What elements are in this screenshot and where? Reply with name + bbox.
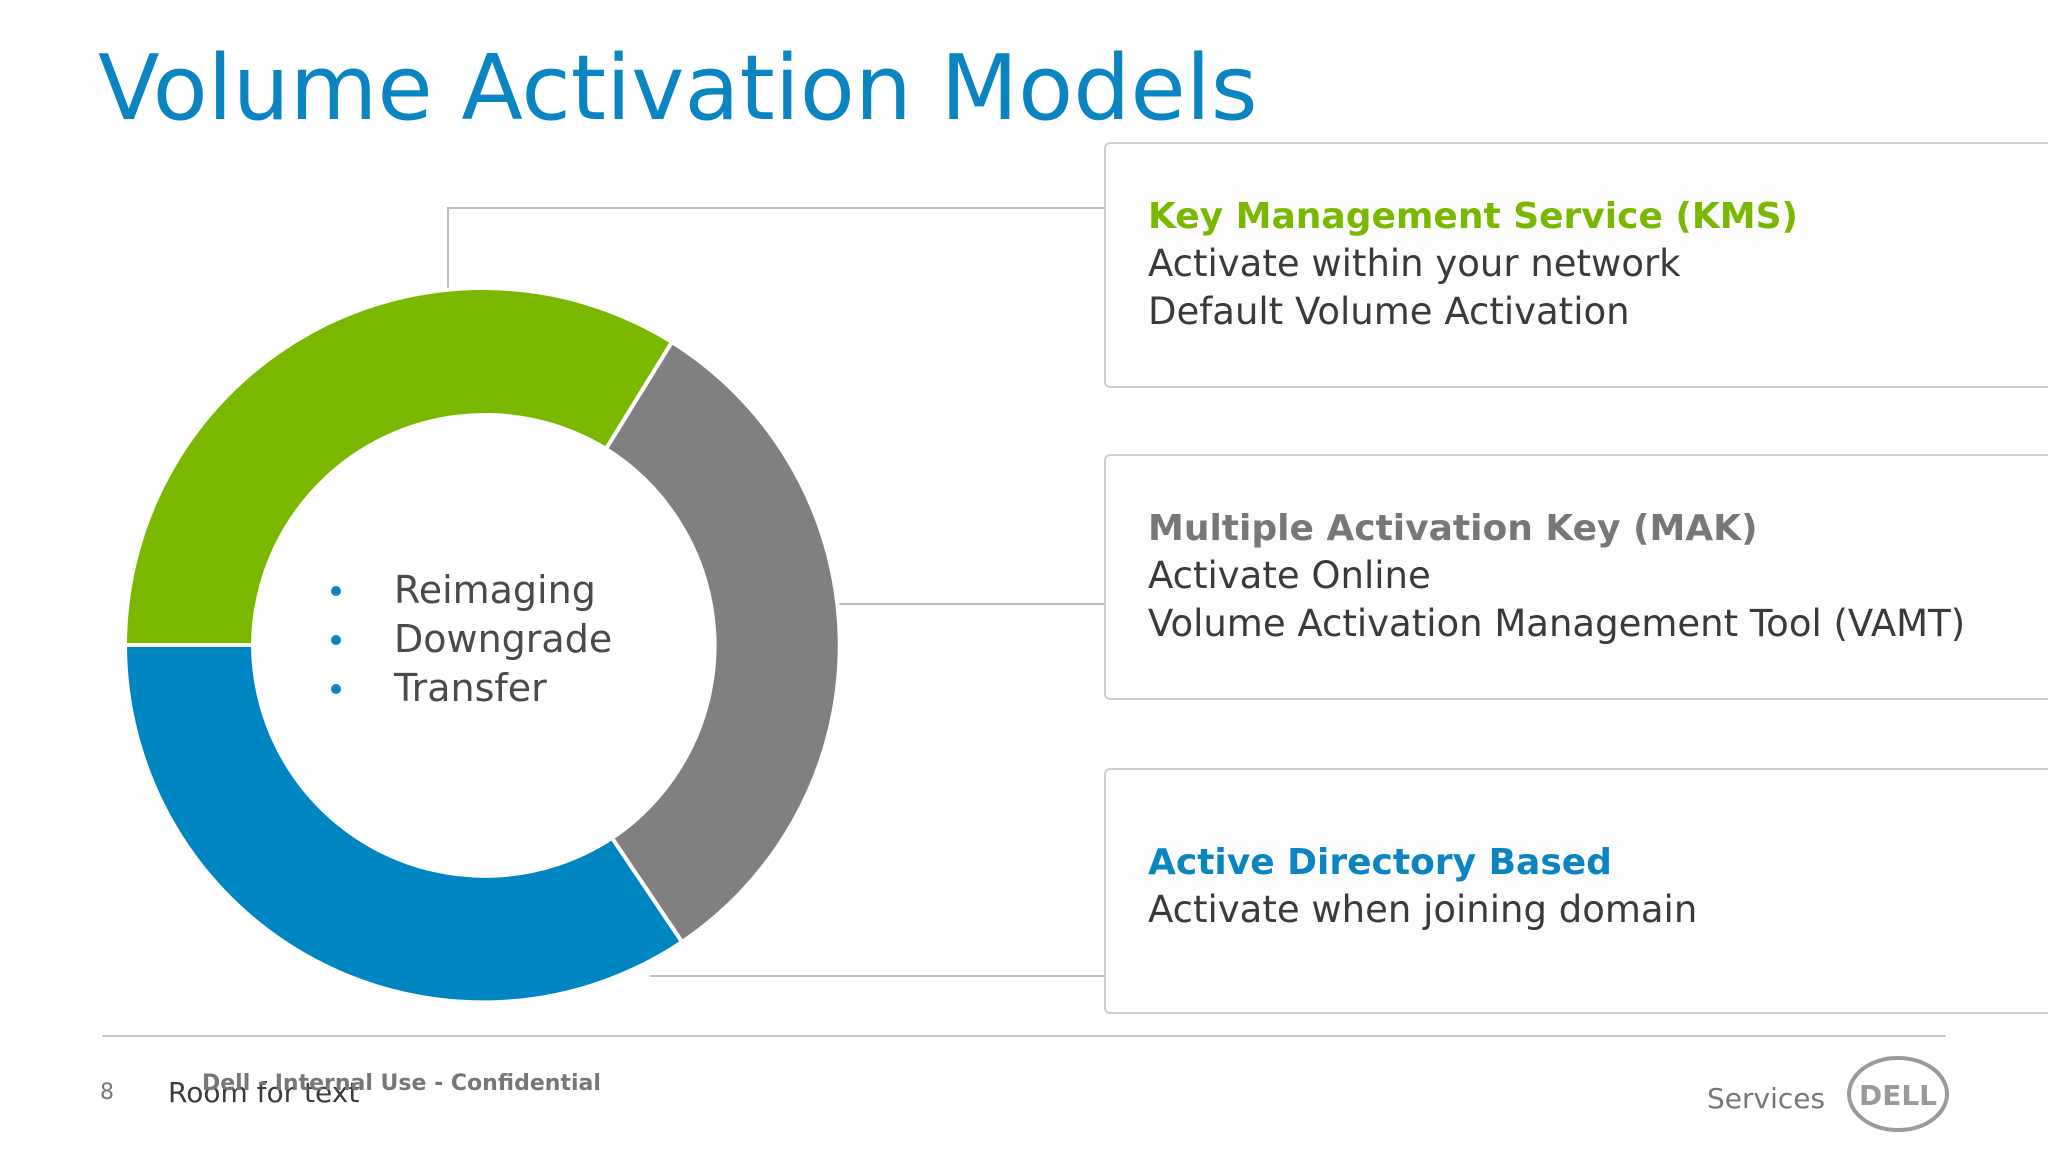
mak-segment <box>603 339 842 945</box>
kms-segment <box>122 286 675 647</box>
bullet-dot-icon <box>331 635 341 645</box>
mak-title: Multiple Activation Key (MAK) <box>1148 508 1758 549</box>
ad-segment <box>122 643 685 1005</box>
bullet-dot-icon <box>331 684 341 694</box>
kms-line-1: Activate within your network <box>1148 242 1681 285</box>
page-number: 8 <box>100 1080 114 1105</box>
kms-line-2: Default Volume Activation <box>1148 290 1630 333</box>
center-bullet-list: Reimaging Downgrade Transfer <box>328 566 612 713</box>
placeholder-text: Room for text <box>168 1076 360 1109</box>
ad-line-1: Activate when joining domain <box>1148 888 1698 931</box>
mak-line-1: Activate Online <box>1148 554 1431 597</box>
footer-divider <box>102 1035 1946 1037</box>
bullet-item: Transfer <box>328 664 612 713</box>
bullet-item: Downgrade <box>328 615 612 664</box>
slide-title: Volume Activation Models <box>98 36 1258 141</box>
kms-connector <box>447 207 1104 288</box>
dell-logo-icon: DELL <box>1847 1056 1949 1132</box>
bullet-item: Reimaging <box>328 566 612 615</box>
mak-box: Multiple Activation Key (MAK) Activate O… <box>1104 454 2048 700</box>
ad-title: Active Directory Based <box>1148 842 1612 883</box>
mak-line-2: Volume Activation Management Tool (VAMT) <box>1148 602 1966 645</box>
kms-title: Key Management Service (KMS) <box>1148 196 1798 237</box>
confidentiality-label: Dell - Internal Use - Confidential <box>202 1071 601 1096</box>
bullet-dot-icon <box>331 586 341 596</box>
services-label: Services <box>1707 1082 1826 1115</box>
kms-box: Key Management Service (KMS) Activate wi… <box>1104 142 2048 388</box>
logo-text: DELL <box>1859 1079 1937 1112</box>
ad-box: Active Directory Based Activate when joi… <box>1104 768 2048 1014</box>
